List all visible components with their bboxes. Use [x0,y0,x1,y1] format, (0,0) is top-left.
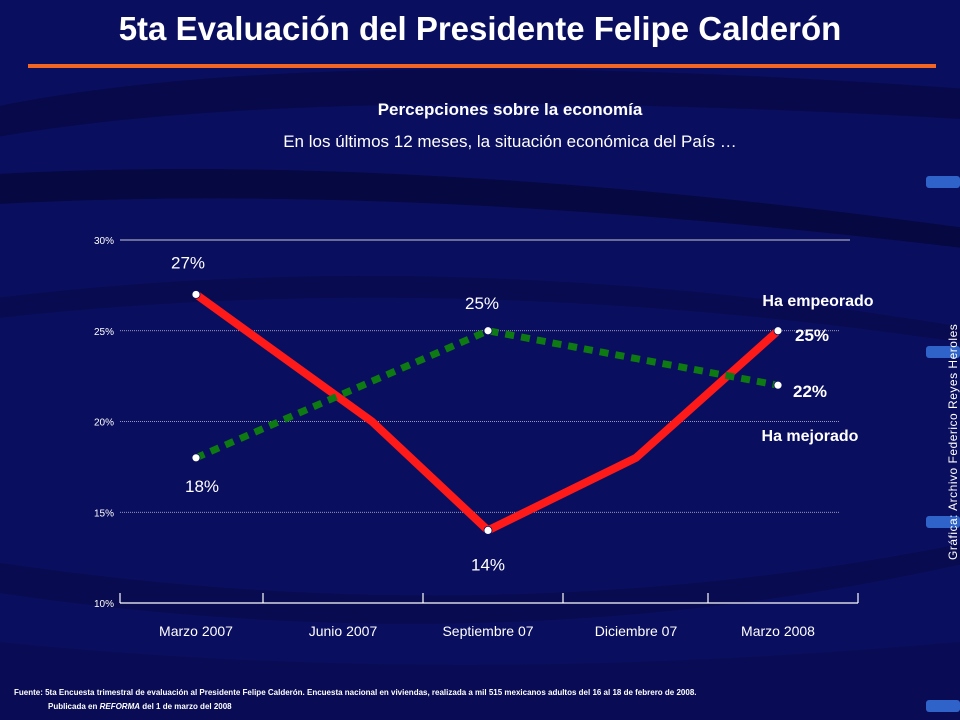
chart-question: En los últimos 12 meses, la situación ec… [283,132,737,151]
source-note: Fuente: 5ta Encuesta trimestral de evalu… [14,688,697,697]
data-label: 27% [171,253,205,272]
data-point [483,526,493,535]
x-tick-label: Marzo 2007 [159,623,233,639]
y-tick-label: 15% [94,508,114,519]
edge-accent [926,700,960,712]
data-point [191,290,201,299]
data-point [191,453,201,463]
series-name-label: Ha mejorado [762,428,859,445]
y-tick-label: 30% [94,236,114,247]
publication-note: Publicada en REFORMA del 1 de marzo del … [48,702,232,711]
publication-prefix: Publicada en [48,702,100,711]
data-label: 25% [465,294,499,313]
edge-accent [926,346,960,358]
series-name-label: Ha empeorado [762,293,873,310]
y-tick-label: 10% [94,599,114,610]
y-tick-label: 20% [94,418,114,429]
publication-outlet: REFORMA [99,702,141,711]
data-label: 14% [471,555,505,574]
data-point [483,326,493,336]
data-point [773,380,783,390]
edge-accent [926,516,960,528]
x-tick-label: Septiembre 07 [442,623,533,639]
data-point [773,326,783,336]
data-label: 25% [795,326,829,345]
chart-subtitle: Percepciones sobre la economía [377,100,643,119]
edge-accent [926,176,960,188]
data-label: 18% [185,477,219,496]
page-title: 5ta Evaluación del Presidente Felipe Cal… [118,10,842,47]
y-tick-label: 25% [94,327,114,338]
title-underline [28,64,936,68]
x-tick-label: Marzo 2008 [741,623,815,639]
x-tick-label: Diciembre 07 [595,623,678,639]
chart-credit: Gráfica: Archivo Federico Reyes Heroles [946,323,960,560]
data-label: 22% [793,382,827,401]
x-tick-label: Junio 2007 [309,623,378,639]
publication-suffix: del 1 de marzo del 2008 [140,702,232,711]
series-line [194,327,779,462]
